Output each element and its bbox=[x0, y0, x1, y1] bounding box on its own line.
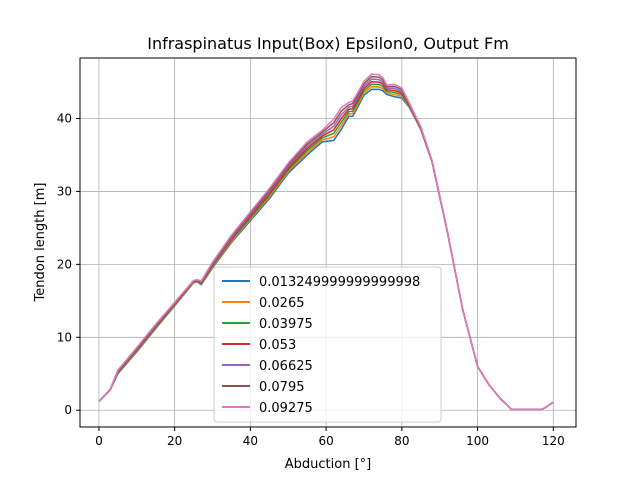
x-tick-label: 80 bbox=[394, 434, 409, 448]
x-tick-label: 40 bbox=[243, 434, 258, 448]
legend-label: 0.0265 bbox=[259, 296, 305, 311]
chart-title: Infraspinatus Input(Box) Epsilon0, Outpu… bbox=[147, 34, 509, 53]
y-tick-label: 10 bbox=[57, 330, 72, 344]
legend: 0.013249999999999998 0.0265 0.03975 0.053 0.… bbox=[213, 266, 442, 423]
series-lines bbox=[98, 73, 554, 411]
y-tick-label: 30 bbox=[57, 184, 72, 198]
y-ticks: 0 10 20 30 40 bbox=[57, 112, 80, 417]
x-axis-label: Abduction [°] bbox=[285, 457, 371, 472]
series-line-7 bbox=[98, 73, 554, 411]
legend-label: 0.053 bbox=[259, 338, 296, 353]
legend-label: 0.03975 bbox=[259, 317, 313, 332]
legend-label: 0.0795 bbox=[259, 380, 305, 395]
legend-label: 0.013249999999999998 bbox=[259, 275, 420, 290]
y-tick-label: 20 bbox=[57, 257, 72, 271]
x-tick-label: 60 bbox=[318, 434, 333, 448]
x-tick-label: 100 bbox=[466, 434, 489, 448]
y-axis-label: Tendon length [m] bbox=[33, 183, 48, 303]
x-tick-label: 0 bbox=[95, 434, 103, 448]
y-tick-label: 40 bbox=[57, 112, 72, 126]
x-tick-label: 20 bbox=[167, 434, 182, 448]
legend-label: 0.09275 bbox=[259, 401, 313, 416]
grid bbox=[80, 58, 576, 427]
x-tick-label: 120 bbox=[542, 434, 565, 448]
legend-box bbox=[213, 266, 442, 423]
y-tick-label: 0 bbox=[64, 403, 72, 417]
legend-label: 0.06625 bbox=[259, 359, 313, 374]
x-ticks: 0 20 40 60 80 100 120 bbox=[95, 427, 565, 448]
axes-frame bbox=[79, 57, 577, 428]
